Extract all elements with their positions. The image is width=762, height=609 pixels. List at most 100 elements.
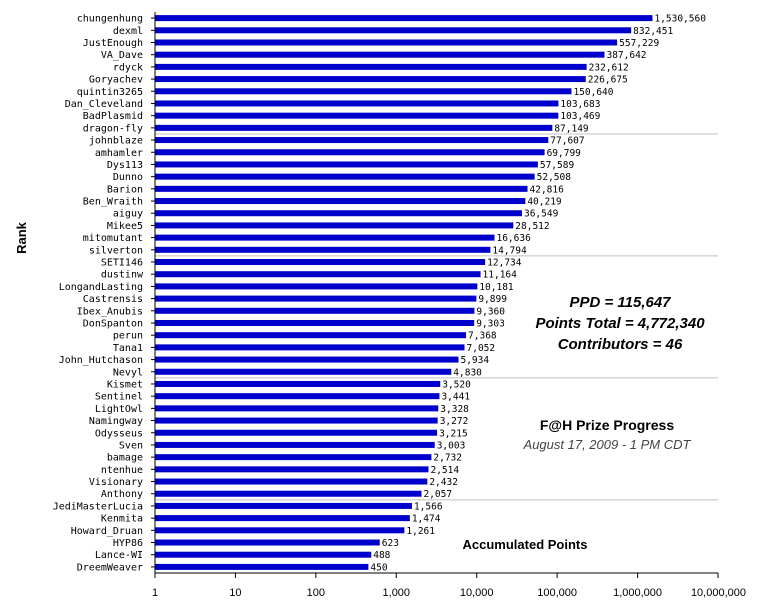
bar <box>155 368 452 375</box>
category-label: bamage <box>107 453 143 464</box>
bar <box>155 76 586 83</box>
category-label: Visionary <box>89 477 143 488</box>
category-label: Dys113 <box>107 160 143 171</box>
x-tick-label: 1,000 <box>383 587 411 599</box>
category-label: dexml <box>113 26 143 37</box>
bar <box>155 393 440 400</box>
x-axis: 1 10 100 1,000 10,000 100,000 1,000,000 10,000,… <box>151 12 746 599</box>
value-label: 2,514 <box>430 465 459 476</box>
value-label: 103,683 <box>560 99 600 110</box>
category-label: Odysseus <box>95 428 143 439</box>
value-label: 2,732 <box>433 453 462 464</box>
bar <box>155 39 618 46</box>
value-label: 42,816 <box>530 184 565 195</box>
bar <box>155 551 372 558</box>
value-label: 2,057 <box>423 489 452 500</box>
bar <box>155 63 587 70</box>
bar <box>155 15 653 22</box>
bar <box>155 295 477 302</box>
bar <box>155 246 491 253</box>
grid-lines <box>155 133 718 501</box>
category-label: aiguy <box>113 209 143 220</box>
x-axis-label: Accumulated Points <box>463 537 588 552</box>
category-label: LightOwl <box>95 404 143 415</box>
bar <box>155 356 459 363</box>
category-label: chungenhung <box>77 14 143 25</box>
category-label: SETI146 <box>101 258 143 269</box>
x-tick-label: 10,000 <box>460 587 494 599</box>
value-label: 3,520 <box>442 379 471 390</box>
category-label: Tana1 <box>113 343 143 354</box>
category-label: amhamler <box>95 148 143 159</box>
x-tick-label: 1 <box>152 587 158 599</box>
ppd-annotation: PPD = 115,647 <box>569 294 671 311</box>
bar <box>155 319 475 326</box>
category-label: Barion <box>107 184 143 195</box>
bar <box>155 124 553 131</box>
category-label: Ibex_Anubis <box>77 306 143 317</box>
bar <box>155 173 535 180</box>
category-label: JediMasterLucia <box>53 501 143 512</box>
contributors-annotation: Contributors = 46 <box>558 336 683 353</box>
value-label: 9,360 <box>476 306 505 317</box>
value-label: 10,181 <box>479 282 514 293</box>
category-label: Kenmita <box>101 514 143 525</box>
bar <box>155 332 467 339</box>
value-label: 40,219 <box>527 197 562 208</box>
bar <box>155 344 465 351</box>
category-label: HYP86 <box>113 538 143 549</box>
bar <box>155 88 572 95</box>
bar <box>155 417 438 424</box>
category-label: VA_Dave <box>101 50 143 61</box>
bar <box>155 454 432 461</box>
value-label: 69,799 <box>547 148 582 159</box>
category-label: Castrensis <box>83 294 143 305</box>
bar <box>155 490 422 497</box>
x-tick-label: 1,000,000 <box>613 587 662 599</box>
value-label: 16,636 <box>496 233 531 244</box>
bar <box>155 515 410 522</box>
value-label: 1,474 <box>412 514 441 525</box>
bar <box>155 112 559 119</box>
value-label: 488 <box>373 550 390 561</box>
category-label: Ben_Wraith <box>83 197 143 208</box>
category-label: John_Hutchason <box>59 355 143 366</box>
category-label: Howard_Druan <box>71 526 143 537</box>
bar <box>155 380 441 387</box>
value-label: 7,368 <box>468 331 497 342</box>
value-label: 7,052 <box>467 343 496 354</box>
bar <box>155 259 486 266</box>
category-label: ntenhue <box>101 465 143 476</box>
value-label: 103,469 <box>560 111 600 122</box>
category-label: Namingway <box>89 416 143 427</box>
bar <box>155 441 435 448</box>
value-label: 57,589 <box>540 160 575 171</box>
category-label: Dunno <box>113 172 143 183</box>
category-label: Nevyl <box>113 367 143 378</box>
value-label: 3,215 <box>439 428 468 439</box>
category-label: JustEnough <box>83 38 143 49</box>
bar <box>155 185 528 192</box>
value-label: 11,164 <box>483 270 518 281</box>
value-label: 5,934 <box>460 355 489 366</box>
category-label: Dan_Cleveland <box>65 99 143 110</box>
category-label: DreemWeaver <box>77 562 143 573</box>
bar <box>155 27 632 34</box>
value-label: 2,432 <box>429 477 458 488</box>
bar <box>155 222 514 229</box>
category-label: Goryachev <box>89 75 143 86</box>
bar <box>155 283 478 290</box>
value-label: 3,003 <box>437 440 466 451</box>
bar <box>155 502 412 509</box>
x-tick-label: 10,000,000 <box>691 587 746 599</box>
value-label: 623 <box>382 538 399 549</box>
bar <box>155 210 522 217</box>
category-label: mitomutant <box>83 233 143 244</box>
value-label: 150,640 <box>573 87 613 98</box>
value-label: 3,328 <box>440 404 469 415</box>
value-label: 1,261 <box>406 526 435 537</box>
points-total-annotation: Points Total = 4,772,340 <box>535 315 705 332</box>
bar <box>155 527 405 534</box>
